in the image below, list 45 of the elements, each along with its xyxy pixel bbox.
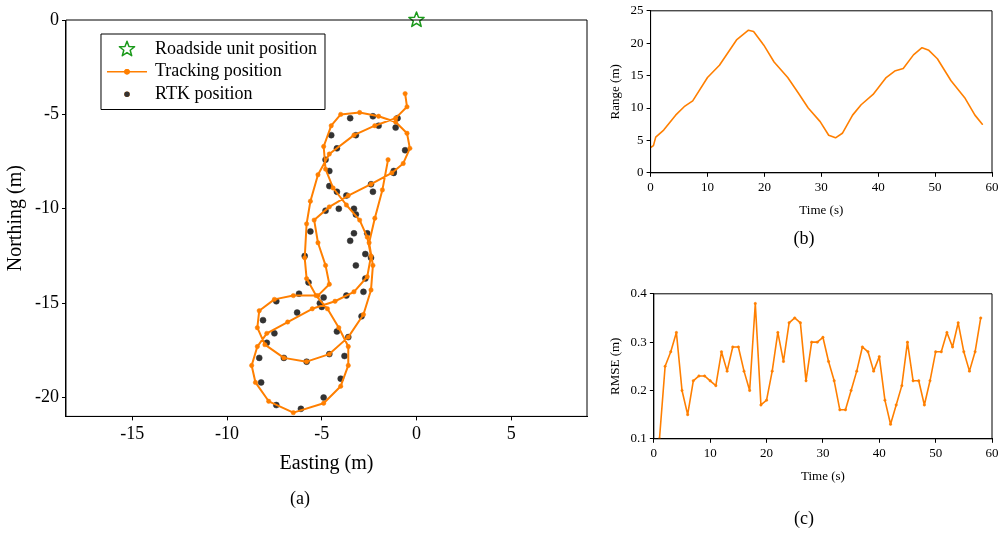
x-axis-title: Easting (m) — [279, 451, 374, 475]
x-tick-label: 50 — [928, 179, 942, 195]
y-tick-label: 0 — [49, 8, 59, 29]
y-axis-title: Northing (m) — [3, 165, 27, 272]
y-axis-title: RMSE (m) — [607, 337, 623, 396]
x-tick-label: 20 — [760, 445, 774, 461]
text: (a) — [289, 488, 311, 509]
y-tick-label: 0.3 — [630, 333, 647, 349]
y-tick-label: 20 — [630, 34, 644, 50]
y-tick-label: -10 — [34, 197, 59, 218]
x-tick-label: 10 — [703, 445, 717, 461]
x-axis-title: Time (s) — [799, 201, 844, 217]
y-tick-label: 10 — [630, 99, 644, 115]
y-tick-label: -20 — [34, 386, 59, 407]
y-tick-label: 0.4 — [630, 285, 648, 301]
y-tick-label: -15 — [34, 291, 59, 312]
x-tick-label: -5 — [314, 422, 330, 443]
y-tick-label: 0.1 — [630, 430, 647, 446]
x-tick-label: 20 — [757, 179, 771, 195]
legend-label: Tracking position — [154, 60, 282, 81]
x-tick-label: 5 — [506, 422, 516, 443]
y-tick-label: 0.2 — [630, 381, 647, 397]
y-tick-label: 25 — [630, 2, 644, 18]
x-tick-label: -15 — [120, 422, 145, 443]
text: (b) — [792, 228, 816, 249]
text: (c) — [793, 508, 815, 529]
y-axis-title: Range (m) — [607, 64, 623, 120]
x-tick-label: 60 — [985, 445, 999, 461]
x-tick-label: 50 — [929, 445, 943, 461]
x-tick-label: 30 — [814, 179, 828, 195]
x-tick-label: 30 — [816, 445, 830, 461]
x-axis-title: Time (s) — [800, 467, 845, 483]
y-tick-label: 5 — [637, 131, 644, 147]
x-tick-label: -10 — [215, 422, 240, 443]
x-tick-label: 60 — [985, 179, 999, 195]
legend-label: Roadside unit position — [154, 37, 317, 58]
x-tick-label: 10 — [701, 179, 714, 195]
y-tick-label: 15 — [630, 67, 644, 83]
y-tick-label: -5 — [43, 103, 59, 124]
x-tick-label: 40 — [871, 179, 885, 195]
x-tick-label: 0 — [650, 445, 658, 461]
x-tick-label: 40 — [872, 445, 886, 461]
x-tick-label: 0 — [411, 422, 421, 443]
legend-label: RTK position — [154, 82, 253, 103]
y-tick-label: 0 — [637, 164, 644, 180]
